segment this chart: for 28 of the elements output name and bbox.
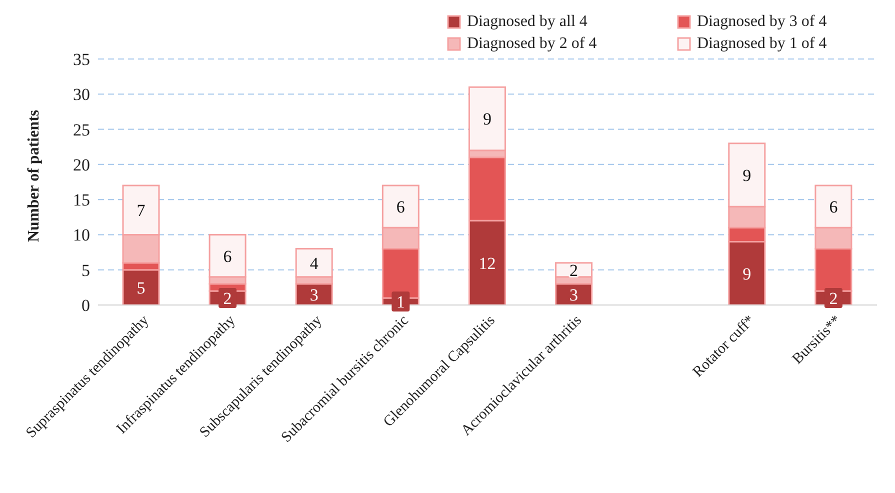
data-label: 3: [570, 285, 578, 304]
legend-label: Diagnosed by all 4: [467, 13, 588, 31]
legend-label: Diagnosed by 1 of 4: [697, 35, 827, 53]
y-tick-label: 30: [73, 85, 90, 104]
y-tick-label: 15: [73, 190, 90, 210]
data-label: 6: [396, 198, 405, 217]
legend-label: Diagnosed by 2 of 4: [467, 35, 597, 53]
legend-label: Diagnosed by 3 of 4: [697, 13, 827, 31]
data-label: 2: [223, 288, 232, 308]
y-tick-label: 5: [82, 260, 90, 280]
data-label: 4: [310, 254, 319, 273]
data-label: 6: [829, 198, 838, 217]
data-label: 3: [310, 285, 318, 304]
data-label: 12: [478, 254, 496, 273]
data-label: 9: [742, 166, 752, 185]
data-label: 9: [742, 264, 752, 284]
y-tick-label: 35: [73, 50, 90, 70]
data-label: 9: [482, 110, 492, 129]
y-tick-label: 25: [73, 120, 90, 140]
y-tick-label: 20: [73, 155, 90, 174]
data-label: 2: [829, 288, 838, 308]
y-tick-label: 0: [82, 296, 90, 316]
y-tick-label: 10: [73, 226, 90, 245]
data-label: 6: [223, 246, 232, 266]
data-label: 2: [570, 260, 578, 280]
data-label: 5: [136, 278, 146, 298]
data-label: 7: [136, 201, 146, 220]
y-axis-title: Number of patients: [26, 110, 43, 242]
